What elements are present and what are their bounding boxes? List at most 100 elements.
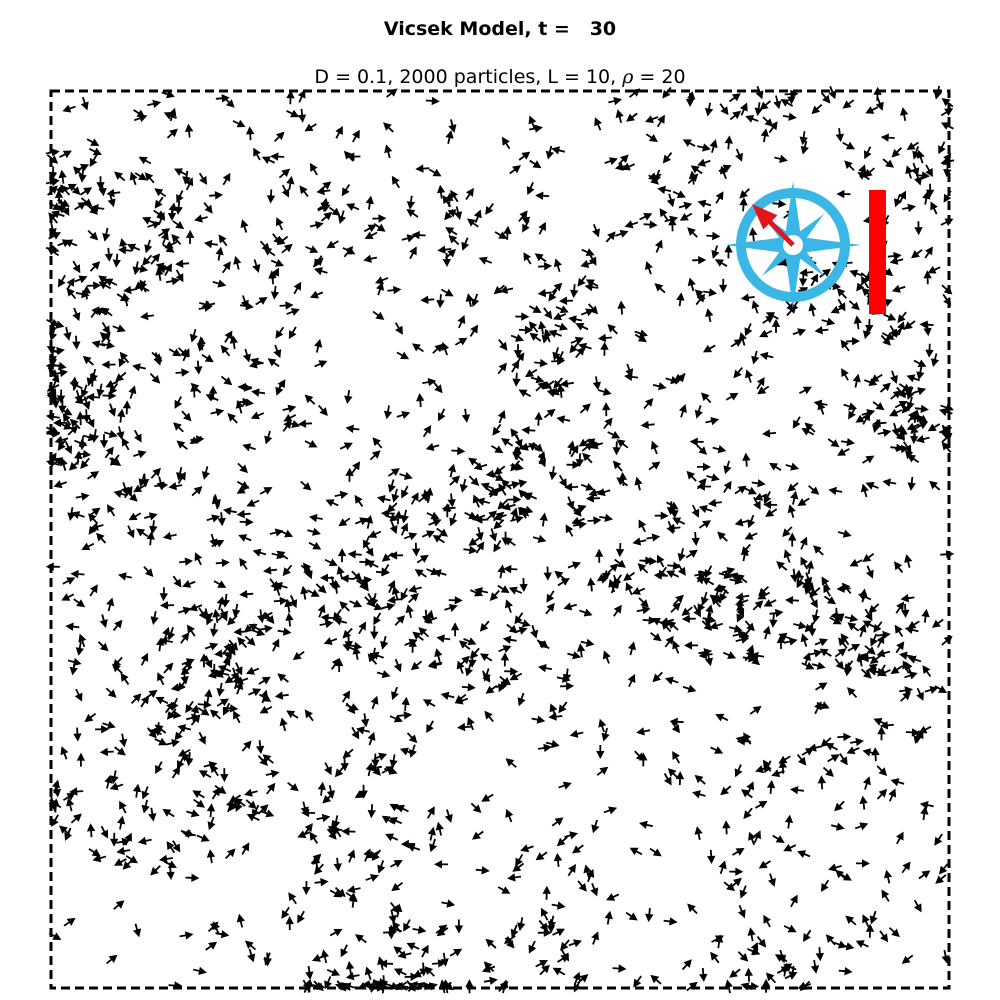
particle-arrow — [269, 528, 284, 537]
particle-arrow — [672, 751, 680, 764]
particle-arrow — [564, 482, 579, 492]
particle-arrow — [698, 505, 713, 514]
particle-arrow — [214, 785, 227, 794]
particle-arrow — [204, 655, 213, 669]
particle-arrow — [198, 770, 212, 778]
particle-arrow — [344, 635, 353, 650]
particle-arrow — [835, 869, 847, 880]
particle-arrow — [501, 136, 511, 150]
particle-arrow — [769, 613, 778, 628]
particle-arrow — [671, 721, 680, 734]
particle-arrow — [504, 937, 515, 949]
particle-arrow — [435, 821, 444, 836]
particle-arrow — [228, 794, 241, 803]
particle-arrow — [465, 293, 474, 307]
particle-arrow — [882, 158, 894, 168]
particle-arrow — [289, 594, 298, 609]
particle-arrow — [119, 733, 128, 748]
particle-arrow — [190, 435, 205, 444]
particle-arrow — [825, 934, 836, 946]
particle-arrow — [723, 460, 732, 475]
particle-arrow — [902, 203, 916, 212]
particle-arrow — [539, 964, 550, 976]
particle-arrow — [209, 533, 218, 548]
particle-arrow — [232, 119, 246, 128]
particle-arrow — [743, 486, 757, 495]
particle-arrow — [220, 375, 233, 386]
particle-arrow — [722, 820, 731, 835]
particle-arrow — [940, 424, 949, 439]
particle-arrow — [51, 779, 60, 794]
particle-arrow — [136, 284, 150, 292]
particle-arrow — [828, 863, 842, 872]
particle-arrow — [147, 99, 162, 108]
particle-arrow — [656, 114, 665, 128]
particle-arrow — [326, 968, 341, 976]
particle-arrow — [371, 753, 380, 768]
particle-arrow — [514, 612, 524, 625]
particle-arrow — [666, 193, 675, 208]
particle-arrow — [395, 805, 409, 813]
particle-arrow — [121, 437, 130, 451]
particle-arrow — [136, 528, 149, 538]
particle-arrow — [104, 247, 113, 262]
particle-arrow — [590, 883, 599, 897]
particle-arrow — [739, 885, 748, 899]
particle-arrow — [719, 103, 729, 116]
particle-arrow — [606, 893, 620, 901]
particle-arrow — [309, 831, 319, 844]
particle-arrow — [192, 790, 205, 799]
particle-arrow — [690, 165, 703, 175]
particle-arrow — [428, 168, 442, 177]
particle-arrow — [63, 917, 76, 927]
particle-arrow — [91, 340, 106, 349]
particle-arrow — [325, 499, 339, 507]
particle-arrow — [234, 676, 249, 685]
particle-arrow — [876, 765, 888, 776]
particle-arrow — [780, 99, 794, 107]
particle-arrow — [364, 514, 374, 529]
particle-arrow — [529, 159, 542, 169]
particle-arrow — [52, 783, 62, 798]
particle-arrow — [434, 860, 448, 869]
particle-arrow — [312, 257, 324, 268]
particle-arrow — [385, 833, 399, 842]
particle-arrow — [305, 965, 314, 980]
particle-arrow — [335, 126, 343, 139]
particle-arrow — [769, 462, 782, 471]
particle-arrow — [664, 635, 674, 648]
particle-arrow — [334, 886, 346, 898]
particle-arrow — [427, 806, 435, 819]
particle-arrow — [707, 849, 716, 864]
particle-arrow — [204, 642, 219, 651]
particle-arrow — [408, 638, 417, 653]
particle-arrow — [896, 831, 904, 845]
particle-arrow — [64, 441, 73, 455]
particle-arrow — [162, 626, 171, 641]
particle-arrow — [666, 501, 676, 516]
particle-arrow — [790, 490, 799, 505]
particle-arrow — [387, 468, 400, 477]
particle-arrow — [206, 849, 216, 864]
particle-arrow — [596, 488, 611, 497]
particle-arrow — [470, 802, 482, 813]
particle-arrow — [251, 388, 266, 397]
particle-arrow — [587, 516, 602, 525]
particle-arrow — [433, 381, 443, 394]
particle-arrow — [423, 615, 438, 624]
particle-arrow — [615, 229, 629, 238]
particle-arrow — [783, 843, 797, 852]
particle-arrow — [790, 786, 804, 795]
particle-arrow — [345, 972, 360, 981]
particle-arrow — [479, 620, 490, 632]
particle-arrow — [661, 621, 672, 633]
particle-arrow — [612, 441, 621, 456]
particle-arrow — [741, 543, 751, 556]
particle-arrow — [763, 491, 772, 504]
particle-arrow — [213, 580, 227, 588]
particle-arrow — [570, 444, 579, 458]
particle-arrow — [515, 854, 524, 867]
particle-arrow — [558, 701, 568, 714]
particle-arrow — [809, 587, 821, 597]
